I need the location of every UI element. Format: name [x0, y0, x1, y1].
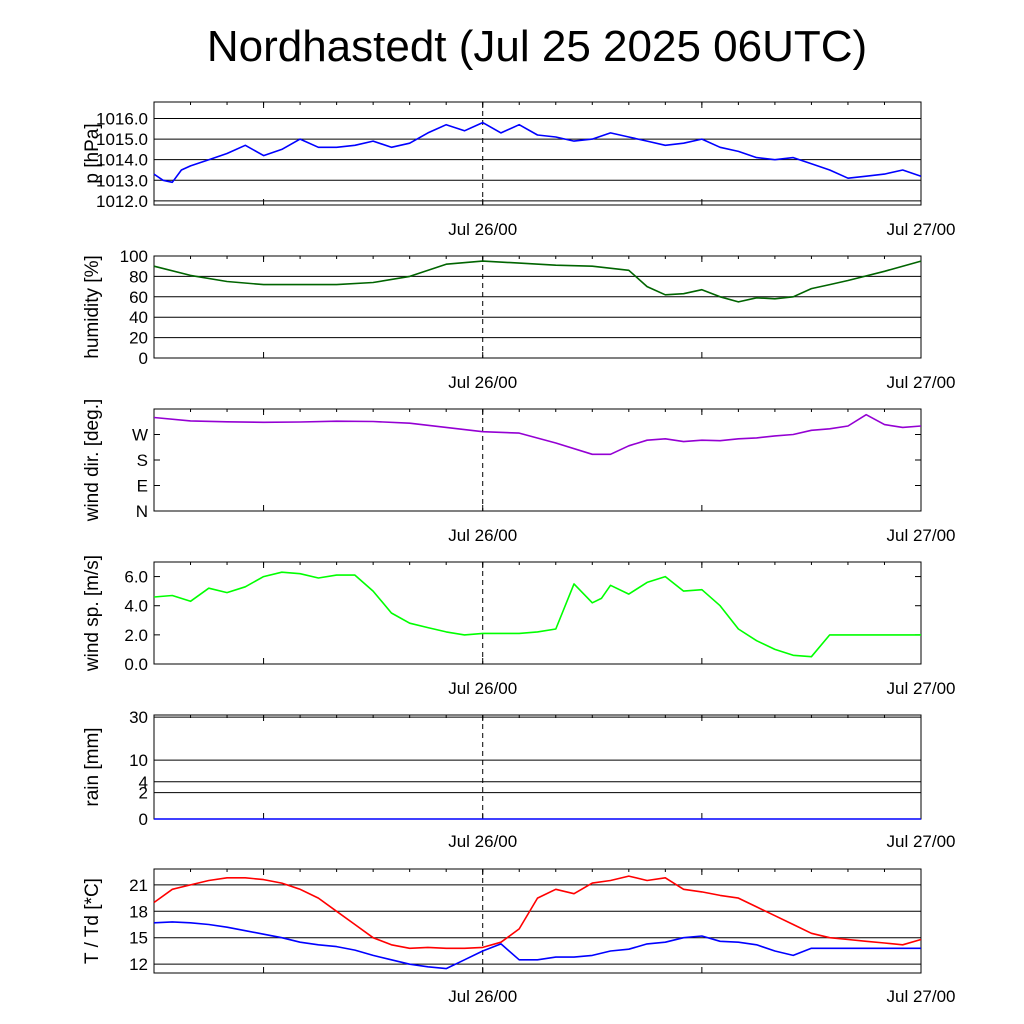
y-tick-label: 1012.0 [96, 192, 148, 211]
x-tick-label: Jul 27/00 [887, 987, 956, 1006]
y-tick-label: 0 [139, 349, 148, 368]
x-tick-label: Jul 27/00 [887, 526, 956, 545]
y-tick-label: 60 [129, 288, 148, 307]
chart-title: Nordhastedt (Jul 25 2025 06UTC) [206, 22, 868, 71]
temperature-dewpoint-panel: 12 15 18 21 T / Td [*C] Jul 26/00 Jul 27/00 [82, 868, 956, 1006]
y-axis-label: wind dir. [deg.] [82, 399, 103, 523]
x-tick-label: Jul 27/00 [887, 220, 956, 239]
wind-speed-line [153, 571, 921, 658]
y-tick-label: 1014.0 [96, 151, 148, 170]
dewpoint-line [153, 921, 921, 970]
x-tick-label: Jul 27/00 [887, 832, 956, 851]
y-tick-label: 0.0 [124, 655, 148, 674]
y-tick-label: W [132, 426, 148, 445]
y-tick-label: 10 [129, 751, 148, 770]
y-tick-label: S [137, 451, 148, 470]
y-tick-label: E [137, 477, 148, 496]
humidity-line [153, 260, 922, 303]
plot-frame [153, 255, 922, 359]
x-tick-label: Jul 27/00 [887, 679, 956, 698]
x-tick-label: Jul 26/00 [448, 220, 517, 239]
y-tick-label: 1013.0 [96, 171, 148, 190]
pressure-line [153, 121, 922, 184]
x-tick-label: Jul 27/00 [887, 373, 956, 392]
y-tick-label: 21 [129, 876, 148, 895]
y-tick-label: 80 [129, 267, 148, 286]
y-tick-label: N [136, 502, 148, 521]
y-axis-label: T / Td [*C] [82, 878, 103, 964]
y-tick-label: 15 [129, 929, 148, 948]
wind-speed-panel: 0.0 2.0 4.0 6.0 wind sp. [m/s] Jul 26/00 Jul 2… [82, 555, 956, 698]
y-axis-label: p [hPa] [82, 123, 103, 183]
plot-frame [153, 408, 922, 512]
y-axis-label: rain [mm] [82, 727, 103, 806]
x-tick-label: Jul 26/00 [448, 987, 517, 1006]
temperature-line [153, 875, 922, 950]
y-axis-label: humidity [%] [82, 255, 103, 358]
plot-frame [153, 868, 922, 974]
wind-direction-line [153, 413, 922, 456]
rain-panel: 0 24 10 30 rain [mm] Jul 26/00 Jul 27/00 [82, 708, 956, 851]
y-tick-label: 0 [139, 810, 148, 829]
plot-frame [153, 101, 922, 206]
y-tick-label: 2.0 [124, 626, 148, 645]
y-tick-label: 40 [129, 308, 148, 327]
y-tick-label: 2 [139, 784, 148, 803]
x-tick-label: Jul 26/00 [448, 373, 517, 392]
x-tick-label: Jul 26/00 [448, 832, 517, 851]
x-tick-label: Jul 26/00 [448, 679, 517, 698]
y-tick-label: 18 [129, 902, 148, 921]
y-tick-label: 100 [120, 247, 148, 266]
y-tick-label: 12 [129, 955, 148, 974]
y-tick-label: 30 [129, 708, 148, 727]
y-tick-label: 4 [139, 773, 148, 792]
y-tick-label: 20 [129, 329, 148, 348]
y-tick-label: 1016.0 [96, 109, 148, 128]
x-tick-label: Jul 26/00 [448, 526, 517, 545]
y-tick-label: 4.0 [124, 597, 148, 616]
y-tick-label: 1015.0 [96, 130, 148, 149]
y-axis-label: wind sp. [m/s] [82, 555, 103, 672]
y-tick-label: 6.0 [124, 568, 148, 587]
plot-frame [153, 561, 922, 665]
plot-frame [153, 714, 922, 820]
